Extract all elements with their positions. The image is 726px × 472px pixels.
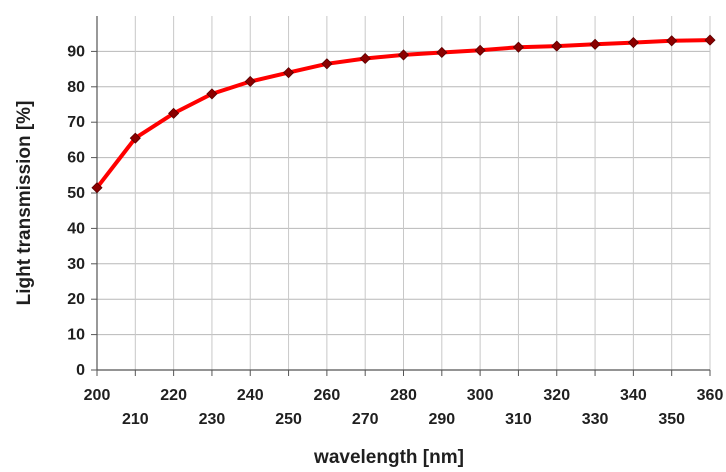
y-tick-label: 80 bbox=[67, 79, 85, 96]
x-tick-label: 210 bbox=[122, 411, 149, 428]
data-point-marker bbox=[512, 41, 525, 53]
y-axis-title: Light transmission [%] bbox=[14, 101, 35, 306]
y-tick-label: 90 bbox=[67, 43, 85, 60]
y-tick-label: 10 bbox=[67, 327, 85, 344]
x-axis-title: wavelength [nm] bbox=[313, 447, 464, 467]
x-tick-label: 310 bbox=[505, 411, 532, 428]
data-point-marker bbox=[704, 34, 716, 46]
x-tick-label: 340 bbox=[620, 387, 647, 404]
data-point-marker bbox=[321, 58, 333, 70]
tick-labels: 0 10 20 30 40 50 60 70 80 90 200 220 240 260 280 300 320… bbox=[67, 43, 723, 428]
data-point-marker bbox=[168, 107, 180, 119]
data-point-marker bbox=[436, 46, 448, 59]
x-tick-label: 300 bbox=[467, 387, 494, 404]
x-tick-label: 350 bbox=[658, 411, 685, 428]
x-tick-label: 250 bbox=[275, 411, 302, 428]
y-tick-label: 60 bbox=[67, 150, 85, 167]
x-tick-label: 290 bbox=[428, 411, 455, 428]
x-tick-label: 330 bbox=[582, 411, 609, 428]
gridlines bbox=[97, 16, 711, 370]
x-tick-label: 260 bbox=[314, 387, 341, 404]
data-point-marker bbox=[91, 182, 103, 194]
data-point-marker bbox=[627, 36, 639, 49]
data-point-marker bbox=[206, 88, 218, 100]
data-point-marker bbox=[474, 44, 486, 56]
x-tick-label: 270 bbox=[352, 411, 379, 428]
data-point-marker bbox=[397, 49, 410, 61]
x-tick-label: 200 bbox=[84, 387, 111, 404]
data-series bbox=[91, 34, 716, 194]
data-point-marker bbox=[359, 52, 371, 65]
data-point-marker bbox=[551, 40, 563, 52]
x-tick-label: 320 bbox=[543, 387, 570, 404]
data-point-marker bbox=[666, 35, 678, 47]
y-tick-label: 50 bbox=[67, 185, 85, 202]
y-tick-label: 20 bbox=[67, 291, 85, 308]
x-tick-label: 220 bbox=[160, 387, 187, 404]
axes bbox=[91, 16, 711, 376]
x-tick-label: 280 bbox=[390, 387, 417, 404]
data-point-marker bbox=[244, 75, 256, 88]
x-tick-label: 360 bbox=[697, 387, 724, 404]
x-tick-label: 240 bbox=[237, 387, 264, 404]
y-tick-label: 0 bbox=[76, 362, 85, 379]
data-point-marker bbox=[129, 132, 141, 144]
y-tick-label: 30 bbox=[67, 256, 85, 273]
y-tick-label: 40 bbox=[67, 220, 85, 237]
data-point-marker bbox=[282, 67, 295, 79]
x-tick-label: 230 bbox=[199, 411, 226, 428]
y-tick-label: 70 bbox=[67, 114, 85, 131]
data-point-marker bbox=[589, 38, 601, 50]
